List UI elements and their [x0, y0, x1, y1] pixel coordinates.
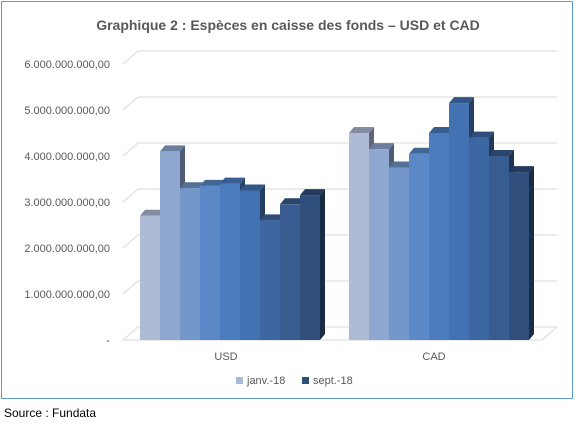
bar — [509, 166, 534, 340]
bar — [300, 189, 325, 340]
legend-entry: sept.-18 — [302, 375, 353, 387]
chart-title: Graphique 2 : Espèces en caisse des fond… — [96, 17, 480, 33]
svg-text:sept.-18: sept.-18 — [313, 375, 353, 387]
y-tick-label: 6.000.000.000,00 — [24, 59, 110, 71]
legend-entry: janv.-18 — [236, 375, 285, 387]
y-tick-label: 2.000.000.000,00 — [24, 243, 110, 255]
legend: janv.-18 sept.-18 — [236, 375, 353, 387]
gridline — [122, 96, 557, 111]
y-tick-label: 1.000.000.000,00 — [24, 289, 110, 301]
x-category-label: CAD — [422, 351, 445, 363]
gridline — [122, 50, 557, 65]
floor-edge — [541, 326, 558, 341]
y-tick-label: 4.000.000.000,00 — [24, 151, 110, 163]
gridline — [122, 142, 557, 157]
chart: Graphique 2 : Espèces en caisse des fond… — [24, 17, 558, 387]
bars-layer — [140, 97, 534, 340]
y-tick-label: 3.000.000.000,00 — [24, 197, 110, 209]
source-note: Source : Fundata — [4, 406, 97, 420]
y-tick-label: - — [106, 335, 110, 347]
svg-text:janv.-18: janv.-18 — [246, 375, 285, 387]
chart-frame: Graphique 2 : Espèces en caisse des fond… — [1, 1, 573, 399]
y-tick-label: 5.000.000.000,00 — [24, 105, 110, 117]
x-category-label: USD — [214, 351, 237, 363]
